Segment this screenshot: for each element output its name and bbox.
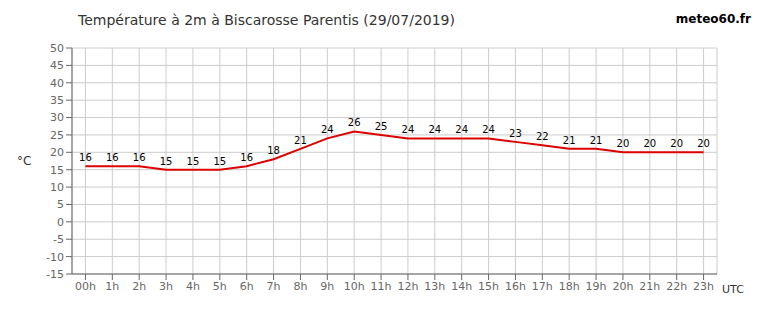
svg-text:15: 15 [50,164,64,177]
svg-text:16: 16 [240,152,253,163]
svg-text:15: 15 [187,156,200,167]
svg-text:24: 24 [482,124,495,135]
svg-text:8h: 8h [293,280,307,293]
svg-text:5h: 5h [213,280,227,293]
svg-text:-15: -15 [46,268,64,281]
svg-text:UTC: UTC [722,283,744,296]
svg-text:20: 20 [617,138,630,149]
html-text:meteo60.fr: meteo60.fr [675,12,751,26]
svg-text:18: 18 [267,145,280,156]
svg-text:30: 30 [50,111,64,124]
svg-text:24: 24 [455,124,468,135]
svg-text:2h: 2h [132,280,146,293]
svg-text:15: 15 [213,156,226,167]
svg-text:10: 10 [50,181,64,194]
svg-text:35: 35 [50,94,64,107]
svg-text:20: 20 [670,138,683,149]
svg-text:16: 16 [79,152,92,163]
svg-text:5: 5 [57,198,64,211]
svg-text:12h: 12h [397,280,418,293]
svg-text:00h: 00h [75,280,96,293]
svg-text:1h: 1h [105,280,119,293]
svg-text:20: 20 [643,138,656,149]
svg-text:16: 16 [106,152,119,163]
svg-text:0: 0 [57,216,64,229]
svg-text:13h: 13h [424,280,445,293]
svg-text:25: 25 [50,129,64,142]
svg-text:10h: 10h [344,280,365,293]
svg-text:18h: 18h [559,280,580,293]
svg-text:15h: 15h [478,280,499,293]
svg-text:21h: 21h [639,280,660,293]
svg-text:-5: -5 [53,233,64,246]
svg-text:9h: 9h [320,280,334,293]
svg-text:17h: 17h [532,280,553,293]
svg-text:24: 24 [321,124,334,135]
svg-text:7h: 7h [267,280,281,293]
svg-text:21: 21 [590,135,603,146]
svg-text:3h: 3h [159,280,173,293]
svg-text:22: 22 [536,131,549,142]
svg-text:23h: 23h [693,280,714,293]
svg-text:25: 25 [375,121,388,132]
svg-text:21: 21 [294,135,307,146]
html-text:Température à 2m à Biscarosse: Température à 2m à Biscarosse Parentis (… [78,12,455,28]
svg-text:22h: 22h [666,280,687,293]
svg-text:°C: °C [17,154,31,168]
svg-text:16: 16 [133,152,146,163]
svg-text:20h: 20h [612,280,633,293]
svg-text:23: 23 [509,128,522,139]
svg-text:26: 26 [348,117,361,128]
svg-text:-10: -10 [46,251,64,264]
svg-text:6h: 6h [240,280,254,293]
svg-text:15: 15 [160,156,173,167]
svg-text:45: 45 [50,59,64,72]
svg-text:20: 20 [697,138,710,149]
svg-text:14h: 14h [451,280,472,293]
svg-text:11h: 11h [371,280,392,293]
svg-text:19h: 19h [586,280,607,293]
svg-text:20: 20 [50,146,64,159]
svg-text:24: 24 [428,124,441,135]
svg-text:4h: 4h [186,280,200,293]
svg-text:21: 21 [563,135,576,146]
svg-text:50: 50 [50,42,64,55]
svg-text:24: 24 [402,124,415,135]
svg-text:16h: 16h [505,280,526,293]
svg-text:40: 40 [50,77,64,90]
